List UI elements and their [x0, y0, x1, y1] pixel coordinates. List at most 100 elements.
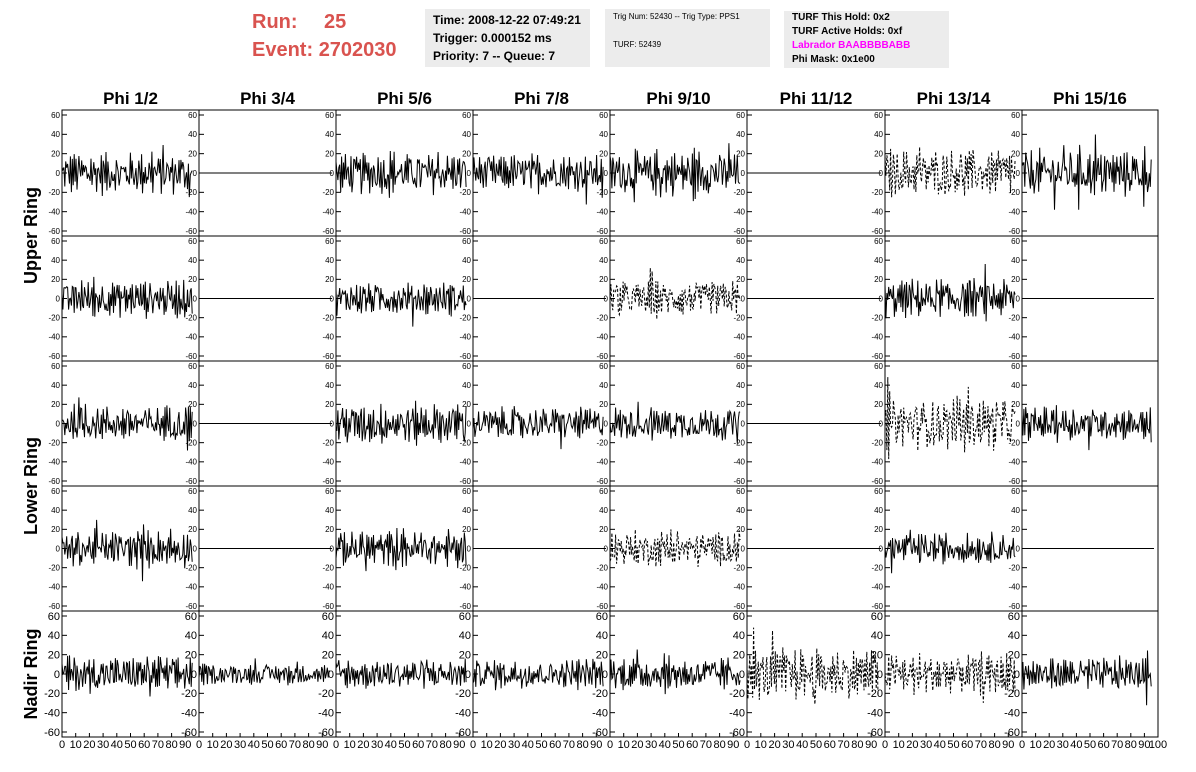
y-tick-label: -20: [871, 313, 883, 322]
y-tick-label: -40: [592, 708, 608, 720]
x-tick-label: 50: [124, 739, 136, 751]
y-tick-label: 40: [596, 630, 608, 642]
x-tick-label: 80: [302, 739, 314, 751]
y-tick-label: -40: [1008, 458, 1020, 467]
x-tick-label: 30: [371, 739, 383, 751]
y-tick-label: -20: [459, 438, 471, 447]
y-tick-label: -20: [48, 313, 60, 322]
y-tick-label: -60: [459, 227, 471, 236]
y-tick-label: 20: [1011, 525, 1020, 534]
y-tick-label: 60: [874, 362, 883, 371]
x-tick-label: 70: [975, 739, 987, 751]
x-tick-label: 40: [522, 739, 534, 751]
y-tick-label: -40: [871, 583, 883, 592]
x-tick-label: 70: [1111, 739, 1123, 751]
x-tick-label: 90: [1138, 739, 1150, 751]
y-tick-label: -60: [871, 477, 883, 486]
y-tick-label: 0: [56, 544, 61, 553]
x-tick-label: 50: [261, 739, 273, 751]
y-tick-label: 60: [462, 111, 471, 120]
x-tick-label: 60: [961, 739, 973, 751]
x-tick-label: 80: [851, 739, 863, 751]
y-tick-label: 60: [51, 111, 60, 120]
trig-num-text: Trig Num: 52430 -- Trig Type: PPS1: [613, 12, 740, 21]
y-tick-label: -60: [44, 727, 60, 739]
y-tick-label: 20: [48, 650, 60, 662]
x-tick-label: 80: [576, 739, 588, 751]
waveform-trace: [61, 397, 193, 451]
x-tick-label: 20: [220, 739, 232, 751]
y-tick-label: -20: [596, 313, 608, 322]
y-tick-label: -60: [318, 727, 334, 739]
y-tick-label: -40: [459, 333, 471, 342]
event-value: 2702030: [318, 39, 397, 61]
column-title: Phi 11/12: [780, 89, 853, 108]
y-tick-label: -60: [733, 602, 745, 611]
x-tick-label: 50: [810, 739, 822, 751]
x-tick-label: 20: [906, 739, 918, 751]
y-tick-label: 40: [736, 381, 745, 390]
x-tick-label: 60: [412, 739, 424, 751]
y-tick-label: -40: [455, 708, 471, 720]
y-tick-label: 40: [188, 506, 197, 515]
y-tick-label: 40: [188, 256, 197, 265]
y-tick-label: -60: [459, 352, 471, 361]
waveform-trace: [884, 377, 1016, 460]
run-event-box: Run: 25 Event: 2702030: [252, 8, 397, 64]
y-tick-label: -20: [44, 688, 60, 700]
waveform-trace: [884, 651, 1016, 703]
y-tick-label: -60: [322, 352, 334, 361]
column-title: Phi 13/14: [917, 89, 991, 108]
y-tick-label: -60: [596, 352, 608, 361]
y-tick-label: -20: [592, 688, 608, 700]
y-tick-label: 40: [462, 256, 471, 265]
turf-info-box: TURF This Hold: 0x2 TURF Active Holds: 0…: [784, 11, 949, 68]
y-tick-label: -40: [322, 207, 334, 216]
y-tick-label: 60: [48, 611, 60, 623]
y-tick-label: 20: [462, 400, 471, 409]
waveform-trace: [198, 658, 330, 686]
x-tick-label: 60: [138, 739, 150, 751]
y-tick-label: -60: [48, 477, 60, 486]
waveform-trace: [61, 655, 193, 697]
y-tick-label: 0: [739, 669, 745, 681]
y-tick-label: 40: [462, 381, 471, 390]
y-tick-label: -20: [185, 313, 197, 322]
y-tick-label: 0: [465, 669, 471, 681]
y-tick-label: 20: [599, 400, 608, 409]
y-tick-label: -40: [322, 333, 334, 342]
x-tick-label: 90: [727, 739, 739, 751]
x-tick-label: 90: [453, 739, 465, 751]
y-tick-label: 20: [325, 525, 334, 534]
waveform-trace: [609, 529, 741, 567]
y-tick-label: 40: [51, 506, 60, 515]
y-tick-label: -60: [867, 727, 883, 739]
y-tick-label: 60: [325, 111, 334, 120]
x-tick-label: 20: [494, 739, 506, 751]
y-tick-label: 40: [736, 256, 745, 265]
y-tick-label: 20: [1008, 650, 1020, 662]
x-tick-label: 20: [83, 739, 95, 751]
y-tick-label: 0: [1016, 544, 1021, 553]
y-tick-label: 20: [599, 149, 608, 158]
y-tick-label: -40: [322, 458, 334, 467]
y-tick-label: -40: [729, 708, 745, 720]
y-tick-label: 60: [874, 487, 883, 496]
y-tick-label: 20: [733, 650, 745, 662]
waveform-trace: [61, 276, 193, 319]
x-tick-label: 30: [1057, 739, 1069, 751]
turf-hold-text: TURF This Hold: 0x2: [792, 12, 890, 23]
x-tick-label: 40: [934, 739, 946, 751]
x-tick-label: 70: [426, 739, 438, 751]
x-tick-label: 90: [179, 739, 191, 751]
x-tick-label: 60: [686, 739, 698, 751]
x-tick-label: 0: [470, 739, 476, 751]
y-tick-label: -60: [459, 477, 471, 486]
y-tick-label: -60: [48, 227, 60, 236]
y-tick-label: 60: [599, 237, 608, 246]
x-tick-label: 40: [385, 739, 397, 751]
y-tick-label: 20: [1011, 149, 1020, 158]
y-tick-label: 40: [874, 256, 883, 265]
y-tick-label: -20: [1008, 313, 1020, 322]
y-tick-label: 0: [604, 544, 609, 553]
